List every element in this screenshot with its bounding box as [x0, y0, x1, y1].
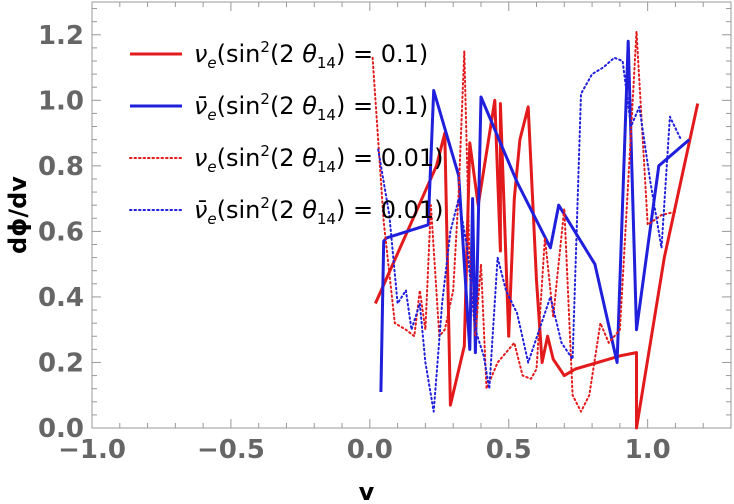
x-tick-label: 0.5 [486, 435, 532, 465]
series-layer [371, 30, 700, 430]
series-line-1 [374, 98, 700, 430]
legend-label-4: ν̄e(sin2(2 θ14) = 0.01) [194, 194, 444, 228]
x-tick-label: −0.5 [197, 435, 265, 465]
plot-frame [91, 1, 732, 429]
series-line-2 [379, 39, 691, 393]
x-tick-label: 0.0 [347, 435, 393, 465]
y-tick-label: 0.6 [38, 217, 84, 247]
x-axis-title: v [359, 478, 375, 504]
y-tick-label: 0.2 [38, 348, 84, 378]
y-axis-ticks: 0.0 0.2 0.4 0.6 0.8 1.0 1.2 [38, 8, 731, 444]
series-line-3 [371, 30, 677, 413]
y-tick-label: 1.2 [38, 21, 84, 51]
legend: νe(sin2(2 θ14) = 0.1) ν̄e(sin2(2 θ14) = 0… [129, 38, 444, 228]
y-tick-label: 0.4 [38, 283, 84, 313]
plot-area-border [91, 1, 732, 429]
y-tick-label: 0.0 [38, 414, 84, 444]
y-axis-title: dϕ/dv [4, 176, 32, 254]
legend-label-2: ν̄e(sin2(2 θ14) = 0.1) [194, 90, 428, 124]
legend-label-3: νe(sin2(2 θ14) = 0.01) [194, 142, 444, 176]
y-tick-label: 0.8 [38, 152, 84, 182]
legend-label-1: νe(sin2(2 θ14) = 0.1) [194, 38, 428, 72]
series-line-4 [377, 56, 682, 413]
x-tick-label: −1.0 [58, 435, 126, 465]
y-tick-label: 1.0 [38, 86, 84, 116]
x-tick-label: 1.0 [625, 435, 671, 465]
x-axis-ticks: −1.0 −0.5 0.0 0.5 1.0 [58, 2, 732, 465]
